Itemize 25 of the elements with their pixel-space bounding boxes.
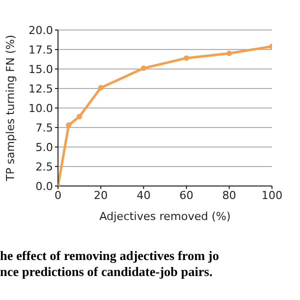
x-axis-title: Adjectives removed (%) [99,210,231,223]
x-tick-label: 0 [54,188,62,202]
point [226,50,232,56]
point [76,114,82,120]
x-tick-label: 60 [179,188,194,202]
point [140,65,146,71]
x-tick-label: 80 [222,188,236,202]
x-tick-label: 100 [262,188,282,202]
y-tick-label: 7.5 [36,121,53,134]
y-tick-label: 20.0 [28,24,53,37]
y-tick-label: 0.0 [36,180,53,193]
y-axis-title: TP samples turning FN (%) [4,34,17,182]
y-tick-label: 15.0 [28,62,53,76]
x-tick-label: 20 [94,188,108,202]
text: he effect of removing adjectives from jo [0,248,220,264]
y-tick-label: 17.5 [28,43,53,56]
point [184,55,190,61]
y-tick-label: 10.0 [28,102,53,115]
y-tick-label: 2.5 [36,160,53,174]
text: nce predictions of candidate-job pairs. [0,264,214,280]
point [66,122,72,128]
point [98,84,104,90]
x-tick-label: 40 [136,188,151,202]
y-tick-label: 12.5 [28,82,53,96]
y-tick-label: 5.0 [36,140,53,154]
